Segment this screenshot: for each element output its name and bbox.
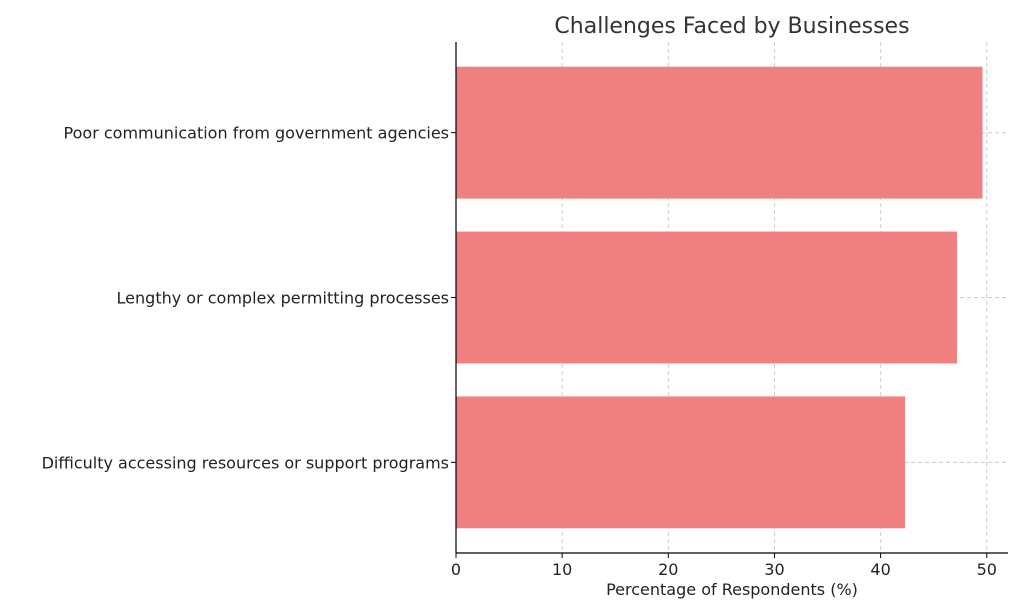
x-tick-label: 40 (870, 560, 890, 579)
category-label: Poor communication from government agenc… (64, 124, 449, 143)
bars (456, 66, 983, 529)
category-labels: Difficulty accessing resources or suppor… (42, 124, 456, 472)
x-axis-label: Percentage of Respondents (%) (606, 580, 858, 599)
bar (456, 231, 958, 364)
x-tick-label: 10 (552, 560, 572, 579)
bar (456, 66, 983, 199)
x-tick-label: 0 (451, 560, 461, 579)
x-tick-label: 30 (764, 560, 784, 579)
chart-title: Challenges Faced by Businesses (554, 14, 909, 39)
bar (456, 396, 906, 529)
x-tick-label: 20 (658, 560, 678, 579)
category-label: Difficulty accessing resources or suppor… (42, 453, 449, 472)
x-tick-label: 50 (977, 560, 997, 579)
x-ticks: 0 10 20 30 40 50 (451, 553, 997, 579)
category-label: Lengthy or complex permitting processes (117, 289, 449, 308)
